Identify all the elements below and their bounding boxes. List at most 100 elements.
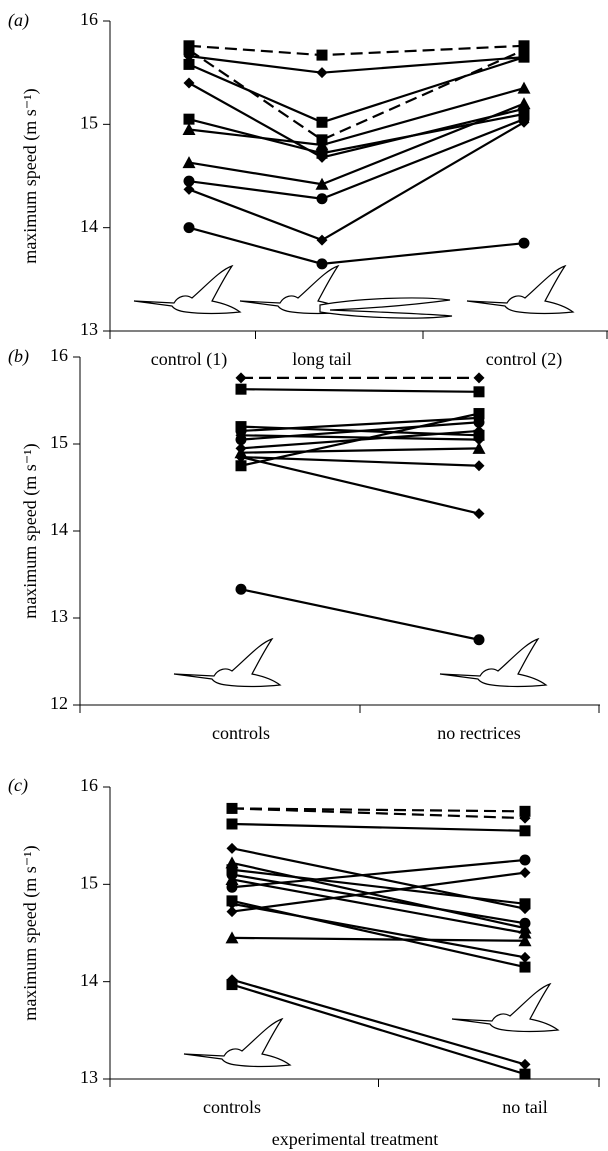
series-line xyxy=(231,902,526,959)
marker xyxy=(226,898,238,910)
y-tick-label: 15 xyxy=(80,872,98,892)
marker xyxy=(518,116,530,128)
series-line xyxy=(231,878,526,935)
marker xyxy=(316,116,328,128)
marker xyxy=(519,951,531,963)
marker xyxy=(316,258,328,270)
marker xyxy=(316,67,328,79)
marker xyxy=(517,97,531,110)
bird-icons xyxy=(133,265,574,1068)
x-axis-label: experimental treatment xyxy=(272,1129,438,1149)
y-tick-label: 14 xyxy=(80,216,98,236)
marker xyxy=(235,460,247,472)
marker xyxy=(183,58,195,70)
series-line xyxy=(231,807,526,813)
series-line xyxy=(240,421,480,441)
marker xyxy=(473,460,485,472)
marker xyxy=(226,842,238,854)
marker xyxy=(473,425,485,437)
marker xyxy=(473,408,485,420)
series-line xyxy=(231,868,526,905)
y-tick-label: 13 xyxy=(80,319,98,339)
x-tick-label: no tail xyxy=(502,1097,548,1117)
marker xyxy=(518,237,530,249)
marker xyxy=(519,812,531,824)
marker xyxy=(235,583,247,595)
series-line xyxy=(231,936,526,942)
marker xyxy=(226,979,238,991)
y-tick-label: 16 xyxy=(80,9,98,29)
marker xyxy=(226,802,238,814)
y-tick-label: 13 xyxy=(80,1067,98,1087)
marker xyxy=(518,44,530,56)
marker xyxy=(472,441,486,454)
marker xyxy=(519,898,531,910)
panel: 12 13 14 15 16 controls no rectrices (b) maximum… xyxy=(8,345,600,743)
x-tick-label: control (2) xyxy=(486,349,562,370)
y-axis-label: maximum speed (m s⁻¹) xyxy=(20,845,41,1020)
marker xyxy=(518,51,530,63)
marker xyxy=(235,442,247,454)
panel-label: (a) xyxy=(8,10,29,31)
marker xyxy=(519,917,531,929)
series-line xyxy=(231,807,526,820)
marker xyxy=(235,372,247,384)
series-line xyxy=(231,861,526,930)
marker xyxy=(226,906,238,918)
marker xyxy=(183,183,195,195)
marker xyxy=(316,234,328,246)
marker xyxy=(519,1068,531,1080)
y-tick-label: 14 xyxy=(80,970,98,990)
marker xyxy=(519,825,531,837)
marker xyxy=(183,44,195,56)
series-line xyxy=(188,44,525,57)
y-tick-label: 16 xyxy=(50,345,68,365)
marker xyxy=(519,1058,531,1070)
series-line xyxy=(240,388,480,393)
marker xyxy=(225,931,239,944)
marker xyxy=(182,156,196,169)
marker xyxy=(183,77,195,89)
series-line xyxy=(231,858,526,889)
y-tick-label: 15 xyxy=(50,432,68,452)
marker xyxy=(183,222,195,234)
y-axis-label: maximum speed (m s⁻¹) xyxy=(20,443,41,618)
marker xyxy=(226,818,238,830)
series-line xyxy=(240,412,480,467)
x-tick-label: controls xyxy=(212,723,270,743)
marker xyxy=(517,81,531,94)
series-line xyxy=(240,416,480,433)
marker xyxy=(225,872,239,885)
y-tick-label: 12 xyxy=(50,693,68,713)
marker xyxy=(518,934,532,947)
marker xyxy=(316,193,328,205)
marker xyxy=(473,634,485,646)
marker xyxy=(182,123,196,135)
marker xyxy=(235,451,247,463)
series-line xyxy=(231,983,526,1076)
y-axis-label: maximum speed (m s⁻¹) xyxy=(20,88,41,263)
series-line xyxy=(188,55,525,74)
marker xyxy=(518,926,532,939)
marker xyxy=(473,386,485,398)
x-tick-label: long tail xyxy=(292,349,352,369)
marker xyxy=(473,416,485,428)
x-tick-label: no rectrices xyxy=(437,723,520,743)
marker xyxy=(315,177,329,190)
x-tick-label: controls xyxy=(203,1097,261,1117)
y-tick-label: 13 xyxy=(50,606,68,626)
marker xyxy=(235,383,247,395)
marker xyxy=(473,434,485,446)
marker xyxy=(316,147,328,159)
marker xyxy=(316,49,328,61)
marker xyxy=(473,372,485,384)
marker xyxy=(226,881,238,893)
marker xyxy=(519,867,531,879)
panel: 13 14 15 16 control (1) long tail control (2) (… xyxy=(8,9,608,370)
series-line xyxy=(231,871,526,913)
y-tick-label: 14 xyxy=(50,519,68,539)
marker xyxy=(183,113,195,125)
panel-label: (b) xyxy=(8,346,29,367)
y-tick-label: 16 xyxy=(80,775,98,795)
series-line xyxy=(240,447,480,454)
